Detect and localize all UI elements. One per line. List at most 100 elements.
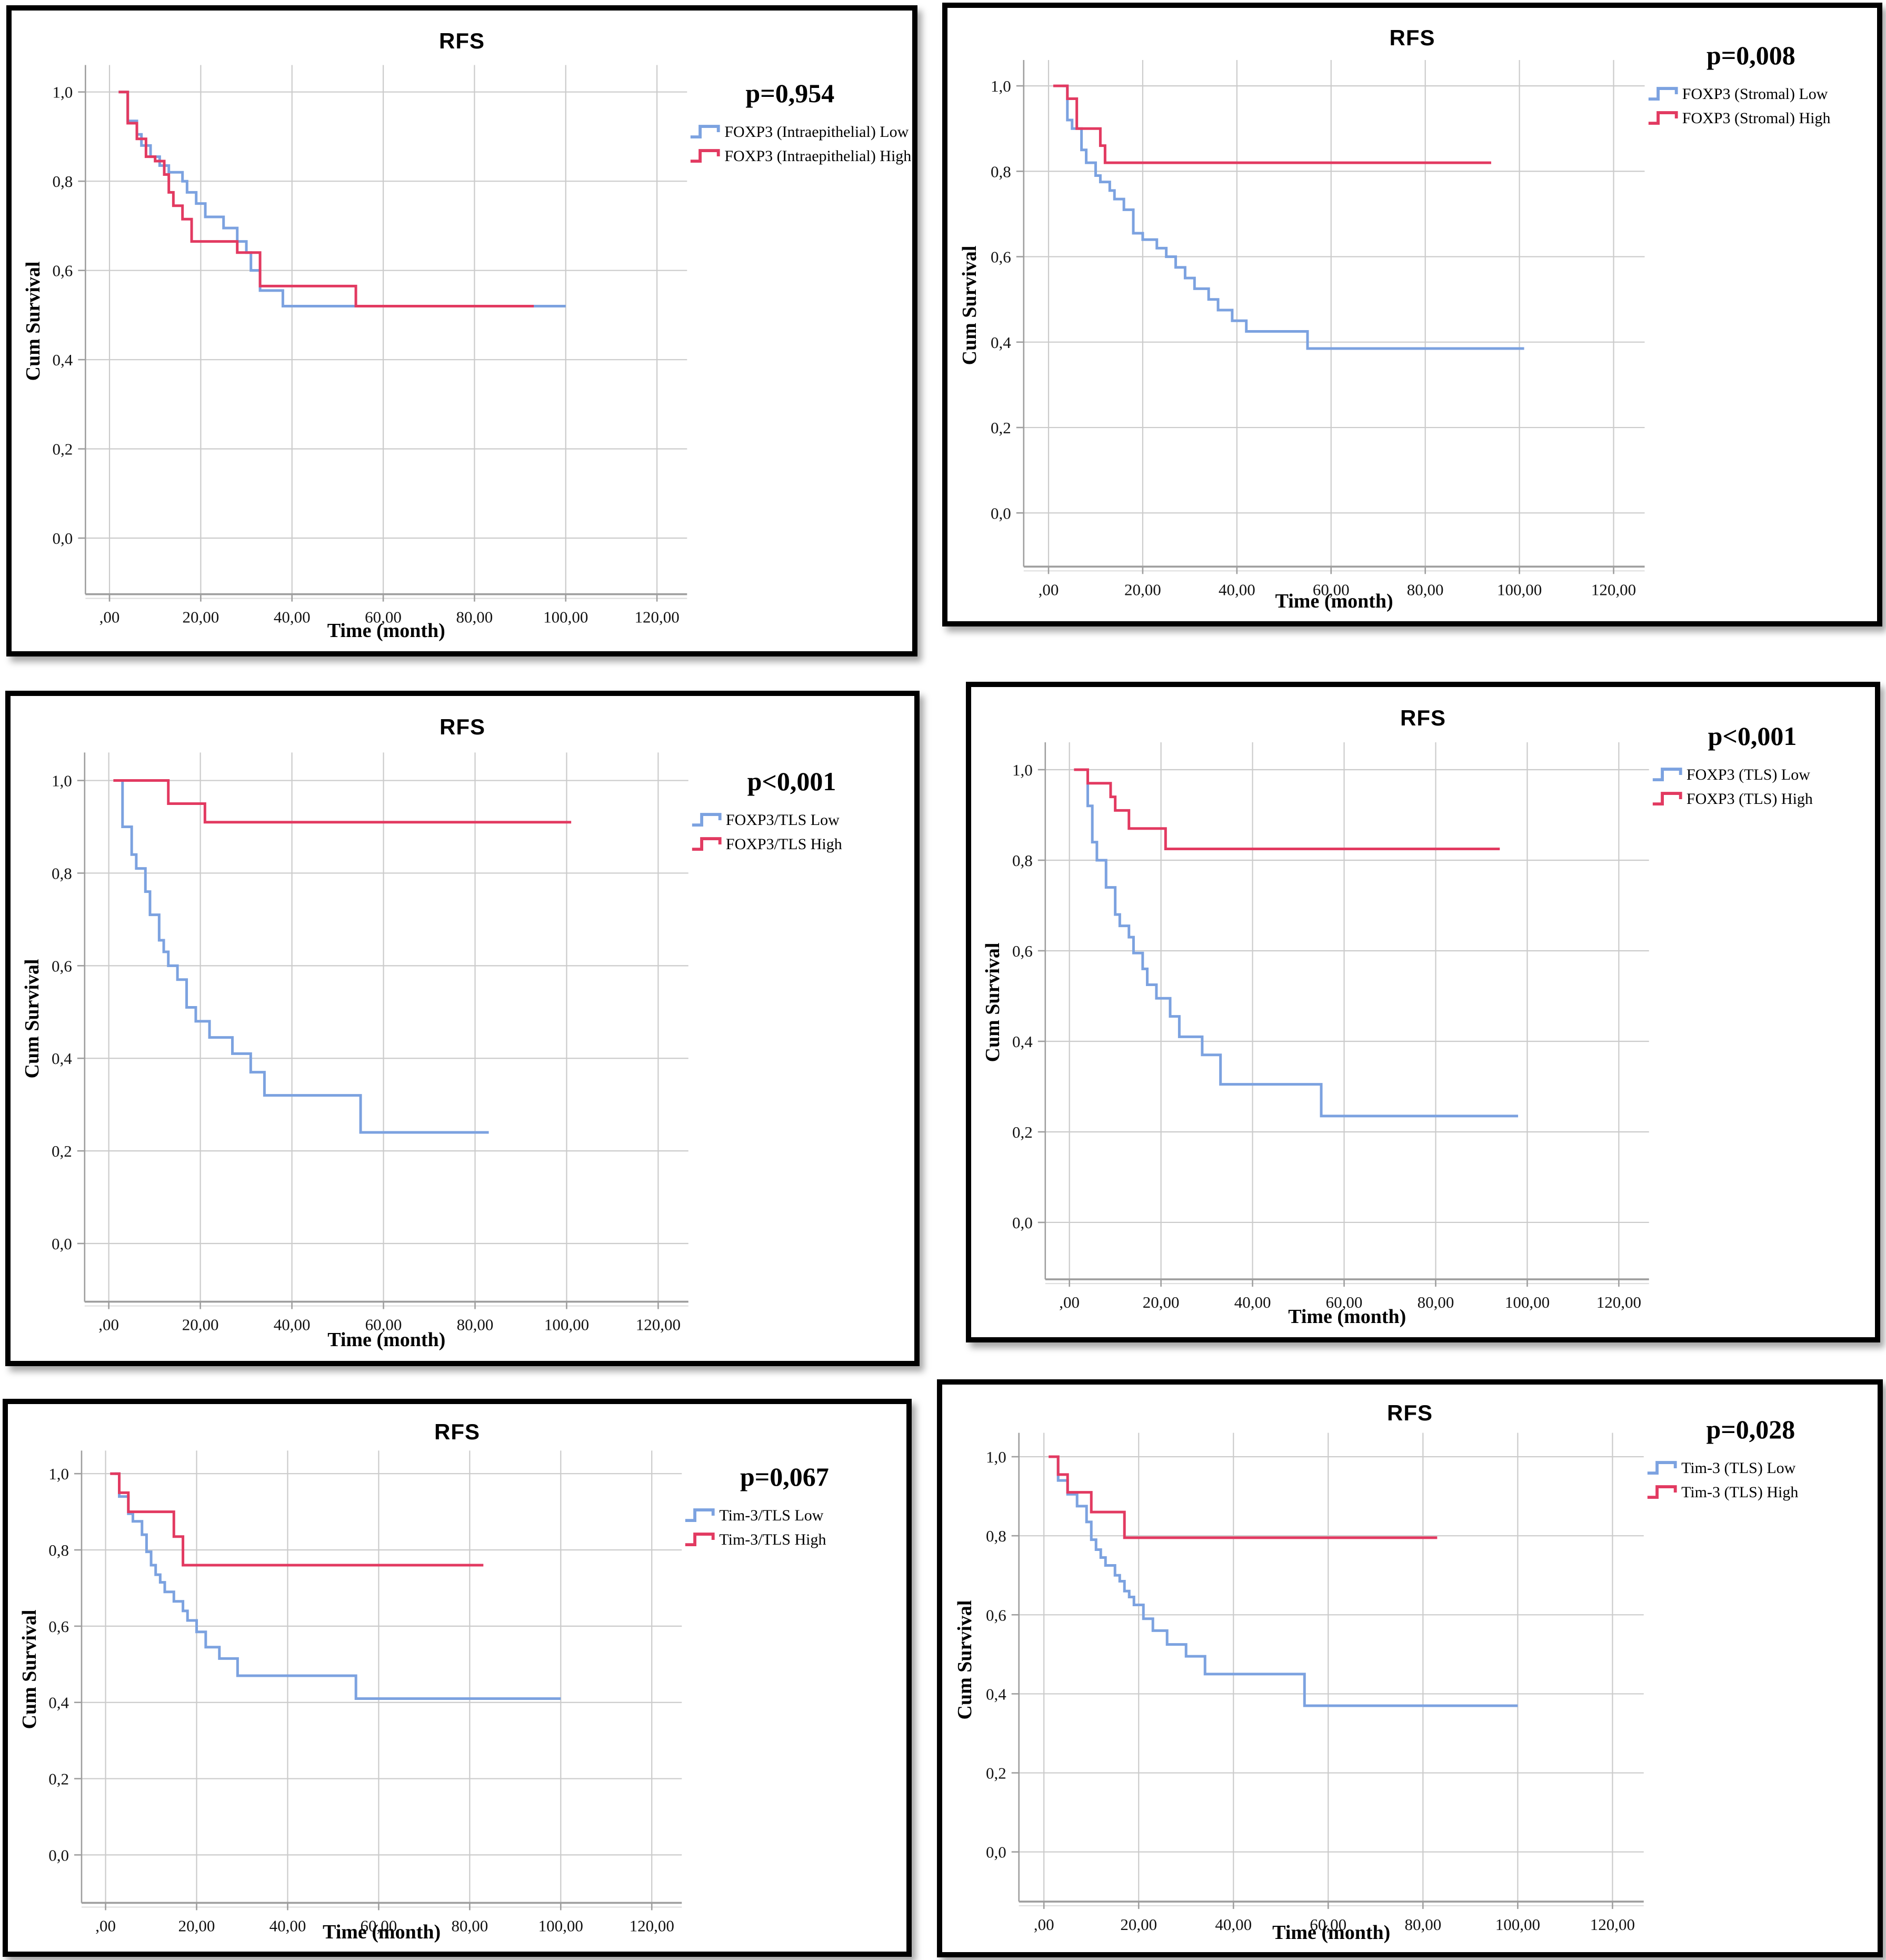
svg-text:0,4: 0,4 [991, 333, 1011, 352]
legend-label: FOXP3/TLS High [725, 835, 842, 853]
legend-label: Tim-3 (TLS) High [1681, 1484, 1799, 1501]
svg-text:60,00: 60,00 [365, 1316, 402, 1334]
svg-text:0,2: 0,2 [986, 1764, 1006, 1783]
km-plot: 0,0 0,2 0,4 0,6 0,8 1,0 ,00 20,00 40,00 60,00 80,0… [1012, 742, 1649, 1311]
svg-text:0,6: 0,6 [991, 248, 1011, 266]
svg-text:60,00: 60,00 [1310, 1915, 1346, 1934]
svg-text:0,4: 0,4 [53, 351, 73, 369]
step-line-swatch-low [691, 124, 720, 138]
legend-item: FOXP3/TLS High [691, 834, 910, 854]
legend: FOXP3/TLS Low FOXP3/TLS High [691, 810, 910, 854]
svg-text:,00: ,00 [99, 608, 120, 626]
svg-text:60,00: 60,00 [1326, 1293, 1363, 1311]
legend-item: FOXP3 (Intraepithelial) Low [690, 122, 909, 142]
svg-text:0,0: 0,0 [53, 529, 73, 548]
svg-text:40,00: 40,00 [274, 1316, 311, 1334]
svg-text:0,6: 0,6 [52, 957, 72, 975]
p-value: p=0,008 [1706, 40, 1795, 70]
svg-text:100,00: 100,00 [544, 1316, 589, 1334]
x-axis-label: Time (month) [1288, 1305, 1406, 1328]
step-line-swatch-low [1648, 86, 1678, 101]
chart-title: RFS [439, 28, 485, 54]
legend: FOXP3 (TLS) Low FOXP3 (TLS) High [1652, 765, 1871, 809]
svg-text:60,00: 60,00 [361, 1916, 397, 1935]
p-value: p<0,001 [1708, 721, 1797, 751]
svg-text:80,00: 80,00 [1404, 1915, 1441, 1934]
step-line-swatch-high [1647, 1485, 1677, 1499]
legend-label: FOXP3 (Stromal) High [1682, 109, 1831, 127]
svg-text:0,8: 0,8 [53, 172, 73, 191]
x-axis-label: Time (month) [327, 1329, 446, 1351]
km-panel-tim3-tls: RFS 0,0 0,2 0,4 0,6 0,8 1,0 ,00 20,00 40,00 60,00… [937, 1379, 1883, 1957]
p-value: p=0,954 [745, 78, 835, 108]
svg-text:0,0: 0,0 [52, 1235, 72, 1253]
svg-text:1,0: 1,0 [52, 772, 72, 790]
svg-text:,00: ,00 [1059, 1293, 1080, 1311]
svg-text:0,2: 0,2 [52, 1142, 72, 1160]
svg-text:0,8: 0,8 [991, 162, 1011, 181]
svg-text:60,00: 60,00 [365, 608, 402, 626]
y-axis-label: Cum Survival [22, 261, 45, 381]
svg-text:0,0: 0,0 [986, 1843, 1006, 1862]
legend: Tim-3 (TLS) Low Tim-3 (TLS) High [1646, 1458, 1873, 1503]
chart-title: RFS [440, 714, 485, 740]
legend-item: FOXP3 (TLS) Low [1652, 765, 1871, 785]
svg-text:0,2: 0,2 [991, 419, 1011, 437]
svg-text:20,00: 20,00 [178, 1916, 215, 1935]
svg-text:0,8: 0,8 [48, 1541, 69, 1559]
svg-text:20,00: 20,00 [1143, 1293, 1180, 1311]
svg-text:120,00: 120,00 [1591, 580, 1636, 599]
step-line-swatch-low [685, 1508, 715, 1523]
p-value: p=0,067 [740, 1462, 829, 1492]
svg-text:120,00: 120,00 [634, 608, 679, 626]
svg-text:0,0: 0,0 [1012, 1213, 1033, 1232]
km-panel-foxp3-stromal: RFS 0,0 0,2 0,4 0,6 0,8 1,0 ,00 20,00 40,00 60,00… [942, 3, 1882, 626]
step-line-swatch-high [1652, 792, 1682, 806]
svg-text:100,00: 100,00 [1495, 1915, 1540, 1934]
svg-text:20,00: 20,00 [182, 1316, 219, 1334]
legend-label: Tim-3/TLS High [719, 1531, 826, 1549]
svg-text:40,00: 40,00 [274, 608, 311, 626]
legend-area: p<0,001 FOXP3/TLS Low FOXP3/TLS High [691, 766, 910, 859]
svg-text:60,00: 60,00 [1313, 580, 1350, 599]
svg-text:0,8: 0,8 [52, 864, 72, 882]
svg-text:1,0: 1,0 [991, 77, 1011, 95]
svg-text:0,6: 0,6 [986, 1606, 1006, 1624]
km-plot: 0,0 0,2 0,4 0,6 0,8 1,0 ,00 20,00 40,00 60,00 80,0… [48, 1450, 682, 1935]
legend-label: FOXP3 (Stromal) Low [1682, 85, 1828, 103]
km-panel-foxp3-intraepithelial: RFS 0,0 0,2 0,4 0,6 0,8 1,0 ,00 20,00 40,00 60,00… [6, 5, 917, 656]
svg-text:,00: ,00 [1039, 580, 1059, 599]
legend: FOXP3 (Intraepithelial) Low FOXP3 (Intra… [690, 122, 911, 166]
svg-text:0,4: 0,4 [1012, 1032, 1033, 1051]
km-plot: 0,0 0,2 0,4 0,6 0,8 1,0 ,00 20,00 40,00 60,00 80,0… [52, 752, 688, 1334]
legend-item: Tim-3 (TLS) High [1646, 1483, 1873, 1503]
y-axis-label: Cum Survival [953, 1600, 976, 1720]
y-axis-label: Cum Survival [959, 245, 981, 365]
svg-text:20,00: 20,00 [1124, 580, 1161, 599]
legend-label: FOXP3/TLS Low [725, 811, 840, 829]
km-plot: 0,0 0,2 0,4 0,6 0,8 1,0 ,00 20,00 40,00 60,00 80,0… [991, 60, 1645, 599]
svg-text:80,00: 80,00 [1407, 580, 1444, 599]
legend-label: FOXP3 (Intraepithelial) Low [724, 123, 909, 141]
svg-text:80,00: 80,00 [451, 1916, 488, 1935]
x-axis-label: Time (month) [327, 619, 445, 642]
legend-item: FOXP3 (Stromal) High [1648, 108, 1872, 128]
legend-label: FOXP3 (TLS) Low [1686, 766, 1810, 784]
svg-text:0,0: 0,0 [991, 504, 1011, 522]
svg-text:1,0: 1,0 [53, 83, 73, 102]
y-axis-label: Cum Survival [982, 942, 1004, 1062]
svg-text:0,4: 0,4 [48, 1694, 69, 1712]
svg-text:0,6: 0,6 [1012, 942, 1033, 960]
svg-text:0,6: 0,6 [53, 262, 73, 280]
legend-item: Tim-3/TLS Low [684, 1506, 902, 1526]
step-line-swatch-low [1647, 1461, 1677, 1475]
svg-text:100,00: 100,00 [1505, 1293, 1550, 1311]
svg-text:0,4: 0,4 [52, 1049, 72, 1068]
svg-text:80,00: 80,00 [457, 1316, 494, 1334]
chart-title: RFS [1400, 705, 1446, 730]
svg-text:0,8: 0,8 [1012, 851, 1033, 870]
chart-title: RFS [1387, 1400, 1433, 1426]
legend-item: Tim-3 (TLS) Low [1646, 1458, 1873, 1478]
legend-label: FOXP3 (TLS) High [1686, 790, 1813, 808]
